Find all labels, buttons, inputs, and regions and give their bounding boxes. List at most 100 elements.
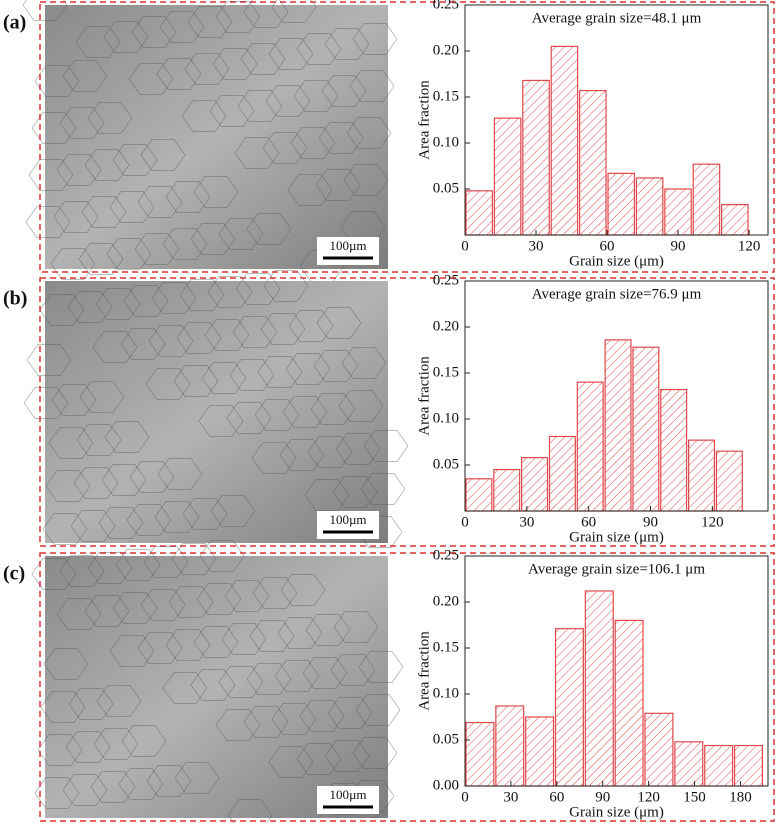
grain-boundary [265, 85, 311, 117]
bar [688, 439, 716, 512]
grain-boundary [171, 543, 217, 575]
grain-boundary [341, 347, 387, 379]
grain-boundary [246, 213, 292, 245]
grain-boundary [227, 799, 273, 823]
grain-boundary [271, 703, 317, 735]
y-tick-label: 0.20 [433, 593, 459, 609]
bar [614, 619, 644, 787]
y-tick-label: 0.00 [433, 777, 459, 793]
grain-boundary [263, 270, 309, 302]
grain-boundary [126, 504, 172, 536]
x-tick-label: 120 [701, 514, 724, 530]
grain-boundary [196, 583, 242, 615]
bar [692, 163, 721, 236]
y-axis-label: Area fraction [416, 80, 432, 160]
grain-boundary [31, 112, 77, 144]
grain-boundary [346, 117, 392, 149]
grain-boundary [235, 273, 281, 305]
x-tick-label: 30 [529, 238, 544, 254]
grain-boundary [190, 223, 236, 255]
bar [674, 741, 704, 787]
grain-boundary [70, 510, 116, 542]
grain-boundary [137, 186, 183, 218]
grain-boundary [304, 479, 350, 511]
grain-boundary [190, 669, 236, 701]
x-tick-label: 30 [519, 514, 534, 530]
grain-boundary [34, 65, 80, 97]
x-tick-label: 120 [637, 789, 660, 805]
grain-boundary [315, 169, 361, 201]
bar [644, 712, 674, 787]
grain-boundary [43, 648, 89, 680]
grain-boundary [123, 285, 169, 317]
bar [579, 89, 607, 236]
grain-boundary [257, 356, 303, 388]
y-tick-label: 0.25 [433, 547, 459, 563]
grain-boundary [274, 660, 320, 692]
bar [607, 172, 636, 236]
y-tick-label: 0.10 [433, 410, 459, 426]
grain-boundary [199, 540, 245, 572]
grain-boundary [290, 127, 336, 159]
grain-boundary [327, 697, 373, 729]
y-axis-label: Area fraction [416, 356, 432, 436]
grain-boundary [73, 467, 119, 499]
grain-boundary [109, 191, 155, 223]
panel-frame [39, 1, 775, 273]
y-tick-label: 0.05 [433, 180, 459, 196]
grain-boundary [221, 623, 267, 655]
grain-boundary [243, 706, 289, 738]
grain-boundary [140, 139, 186, 171]
grain-boundary [145, 368, 191, 400]
grain-boundary [226, 402, 272, 434]
grain-boundary [268, 746, 314, 778]
grain-boundary [299, 700, 345, 732]
grain-boundary [187, 6, 233, 38]
bar [550, 45, 579, 236]
bar [704, 744, 734, 787]
bar [721, 204, 749, 236]
grain-boundary [321, 75, 367, 107]
grain-boundary [42, 513, 88, 545]
bar [465, 721, 495, 787]
grain-boundary [252, 577, 298, 609]
grain-boundary [96, 685, 142, 717]
grain-boundary [352, 23, 398, 55]
bar [495, 705, 525, 787]
grain-boundary [168, 586, 214, 618]
grain-boundary [307, 436, 353, 468]
grain-boundary [76, 424, 122, 456]
grain-boundary [305, 614, 351, 646]
grain-boundary [302, 657, 348, 689]
grain-boundary [224, 580, 270, 612]
scale-bar-label: 100µm [329, 787, 366, 802]
grain-boundary [338, 390, 384, 422]
grain-boundary [335, 433, 381, 465]
grain-boundary [23, 387, 69, 419]
grain-boundary [296, 743, 342, 775]
grain-boundary [65, 731, 111, 763]
grain-boundary [162, 672, 208, 704]
panel-label: (a) [3, 12, 26, 34]
grain-boundary [67, 291, 113, 323]
grain-boundary [254, 399, 300, 431]
y-tick-label: 0.15 [433, 639, 459, 655]
grain-boundary [316, 307, 362, 339]
grain-boundary [237, 90, 283, 122]
grain-boundary [363, 430, 409, 462]
grain-boundary [182, 498, 228, 530]
x-tick-label: 90 [595, 789, 610, 805]
grain-boundary [285, 353, 331, 385]
grain-boundary [296, 33, 342, 65]
grain-boundary [173, 365, 219, 397]
grain-boundary [25, 206, 71, 238]
grain-boundary [332, 476, 378, 508]
grain-boundary [215, 1, 261, 33]
grain-boundary [184, 53, 230, 85]
y-tick-label: 0.15 [433, 88, 459, 104]
y-tick-label: 0.25 [433, 0, 459, 12]
grain-boundary [115, 549, 161, 581]
grain-boundary [48, 427, 94, 459]
grain-boundary [218, 666, 264, 698]
